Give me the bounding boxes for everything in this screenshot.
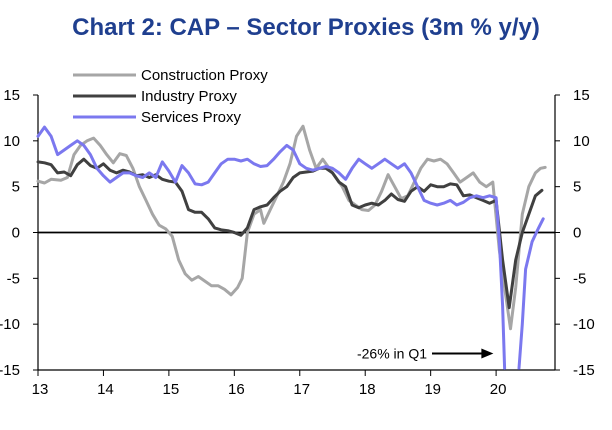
annotation-arrow-head bbox=[481, 348, 494, 359]
x-tick-label: 18 bbox=[359, 381, 376, 398]
chart-annotation: -26% in Q1 bbox=[357, 346, 494, 362]
y-tick-label-right: 5 bbox=[573, 179, 581, 196]
y-tick-label-left: 15 bbox=[3, 87, 20, 104]
y-tick-label-right: 10 bbox=[573, 133, 590, 150]
x-tick-label: 13 bbox=[32, 381, 49, 398]
services-proxy-legend-label: Services Proxy bbox=[141, 109, 242, 126]
y-tick-label-left: 5 bbox=[12, 179, 20, 196]
construction-proxy-line bbox=[36, 124, 547, 331]
services-proxy-recovery-line bbox=[517, 217, 545, 370]
chart-series bbox=[36, 124, 547, 370]
x-tick-label: 16 bbox=[228, 381, 245, 398]
chart-title: Chart 2: CAP – Sector Proxies (3m % y/y) bbox=[72, 14, 540, 41]
industry-proxy-legend-label: Industry Proxy bbox=[141, 88, 237, 105]
x-tick-label: 19 bbox=[424, 381, 441, 398]
x-tick-label: 17 bbox=[293, 381, 310, 398]
y-tick-label-left: -5 bbox=[7, 270, 20, 287]
x-tick-label: 20 bbox=[490, 381, 507, 398]
industry-proxy-line bbox=[36, 157, 544, 310]
y-tick-label-right: -5 bbox=[573, 270, 586, 287]
annotation-text: -26% in Q1 bbox=[357, 346, 427, 362]
chart-axes: 15 15 10 10 5 5 0 0 -5 -5 -10 -10 -15 -15 13 14 15 16 17 18… bbox=[0, 87, 595, 398]
y-tick-label-right: -10 bbox=[573, 316, 595, 333]
y-tick-label-left: -15 bbox=[0, 362, 20, 379]
y-tick-label-left: -10 bbox=[0, 316, 20, 333]
y-tick-label-right: -15 bbox=[573, 362, 595, 379]
y-tick-label-left: 0 bbox=[12, 225, 20, 242]
chart-legend: Construction Proxy Industry Proxy Services… bbox=[73, 67, 268, 126]
construction-proxy-legend-label: Construction Proxy bbox=[141, 67, 268, 84]
y-tick-label-left: 10 bbox=[3, 133, 20, 150]
y-tick-label-right: 15 bbox=[573, 87, 590, 104]
services-proxy-line bbox=[36, 125, 507, 370]
x-tick-label: 15 bbox=[163, 381, 180, 398]
x-tick-label: 14 bbox=[97, 381, 114, 398]
y-tick-label-right: 0 bbox=[573, 225, 581, 242]
